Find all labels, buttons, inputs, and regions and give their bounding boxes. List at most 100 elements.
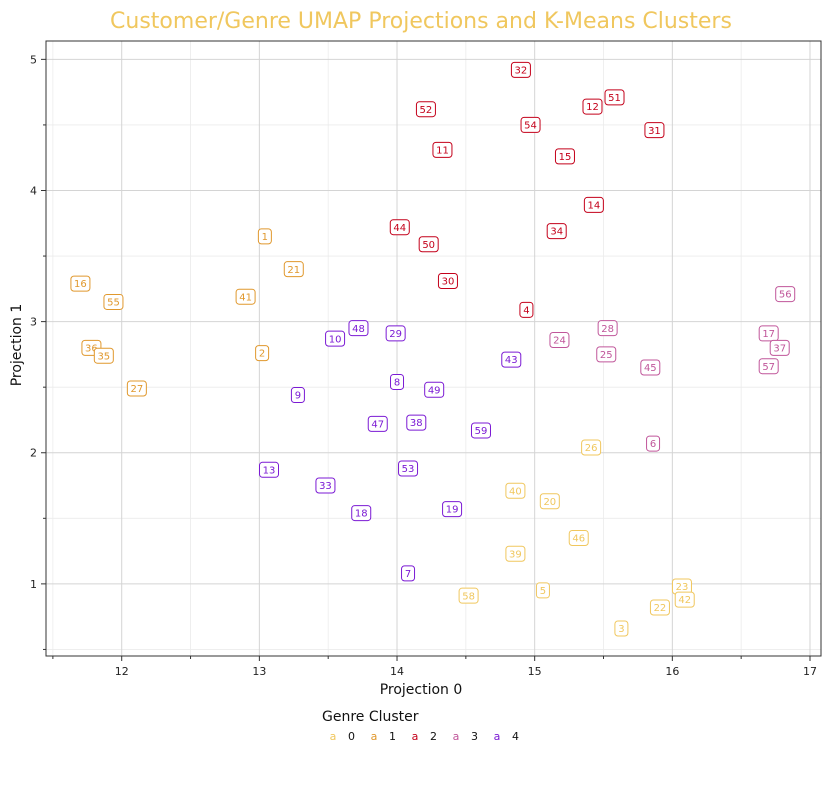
point-label: 57 (762, 362, 775, 373)
point-cluster-0: 5 (535, 582, 550, 599)
point-box (505, 482, 526, 499)
point-label: 39 (509, 549, 522, 560)
point-label: 4 (523, 305, 529, 316)
point-box (424, 381, 445, 398)
point-box (640, 359, 661, 376)
legend-label: 1 (389, 730, 396, 743)
point-box (126, 380, 147, 397)
point-cluster-1: 27 (126, 380, 147, 397)
point-box (390, 373, 405, 390)
point-label: 13 (263, 465, 276, 476)
point-box (614, 620, 629, 637)
point-label: 30 (442, 277, 455, 288)
point-cluster-4: 29 (385, 325, 406, 342)
point-box (510, 61, 531, 78)
point-box (649, 599, 670, 616)
point-cluster-4: 47 (367, 415, 388, 432)
point-box (644, 122, 665, 139)
point-box (596, 346, 617, 363)
point-box (283, 261, 304, 278)
point-cluster-2: 52 (415, 101, 436, 118)
point-cluster-4: 49 (424, 381, 445, 398)
point-box (546, 223, 567, 240)
point-cluster-0: 46 (568, 529, 589, 546)
plot-frame (45, 40, 822, 657)
point-cluster-2: 32 (510, 61, 531, 78)
x-tick-label: 12 (115, 665, 129, 678)
point-label: 59 (475, 426, 488, 437)
point-box (325, 330, 346, 347)
point-cluster-0: 26 (581, 439, 602, 456)
legend-key: a (330, 730, 337, 743)
point-cluster-0: 3 (614, 620, 629, 637)
point-box (348, 320, 369, 337)
point-cluster-2: 54 (520, 116, 541, 133)
point-box (418, 236, 439, 253)
point-cluster-1: 2 (255, 345, 270, 362)
point-box (389, 219, 410, 236)
point-box (415, 101, 436, 118)
point-box (775, 286, 796, 303)
point-box (458, 587, 479, 604)
point-label: 37 (773, 343, 786, 354)
point-box (539, 493, 560, 510)
point-box (103, 293, 124, 310)
point-cluster-4: 19 (442, 501, 463, 518)
legend-label: 3 (471, 730, 478, 743)
y-tick-label: 2 (30, 447, 37, 460)
point-label: 56 (779, 290, 792, 301)
point-label: 53 (402, 464, 415, 475)
point-label: 46 (572, 534, 585, 545)
point-cluster-1: 16 (70, 275, 91, 292)
point-box (549, 331, 570, 348)
point-cluster-3: 37 (769, 339, 790, 356)
point-box (758, 358, 779, 375)
point-label: 43 (505, 355, 518, 366)
point-label: 16 (74, 279, 87, 290)
point-cluster-2: 4 (519, 301, 534, 318)
point-label: 50 (422, 240, 435, 251)
point-label: 40 (509, 486, 522, 497)
point-box (582, 98, 603, 115)
y-tick-label: 4 (30, 184, 37, 197)
point-label: 45 (644, 363, 657, 374)
point-box (442, 501, 463, 518)
point-cluster-1: 1 (257, 228, 272, 245)
point-cluster-3: 25 (596, 346, 617, 363)
point-label: 58 (462, 591, 475, 602)
point-cluster-1: 55 (103, 293, 124, 310)
point-label: 36 (85, 343, 98, 354)
point-cluster-2: 30 (437, 272, 458, 289)
point-box (367, 415, 388, 432)
point-cluster-0: 22 (649, 599, 670, 616)
point-cluster-4: 10 (325, 330, 346, 347)
point-cluster-4: 59 (470, 422, 491, 439)
point-box (398, 460, 419, 477)
point-cluster-3: 6 (646, 435, 661, 452)
point-box (519, 301, 534, 318)
point-box (401, 565, 416, 582)
x-tick-label: 14 (390, 665, 404, 678)
point-cluster-4: 9 (290, 387, 305, 404)
point-label: 19 (446, 505, 459, 516)
grid (46, 41, 821, 656)
point-cluster-0: 58 (458, 587, 479, 604)
point-cluster-3: 45 (640, 359, 661, 376)
point-label: 34 (550, 227, 563, 238)
point-cluster-2: 51 (604, 89, 625, 106)
point-label: 38 (410, 418, 423, 429)
point-box (568, 529, 589, 546)
x-axis-label: Projection 0 (380, 682, 463, 698)
point-label: 11 (436, 145, 449, 156)
point-cluster-3: 17 (758, 325, 779, 342)
point-box (432, 141, 453, 158)
point-cluster-4: 48 (348, 320, 369, 337)
point-box (235, 288, 256, 305)
x-tick-label: 13 (252, 665, 266, 678)
point-label: 5 (540, 586, 546, 597)
point-cluster-3: 24 (549, 331, 570, 348)
